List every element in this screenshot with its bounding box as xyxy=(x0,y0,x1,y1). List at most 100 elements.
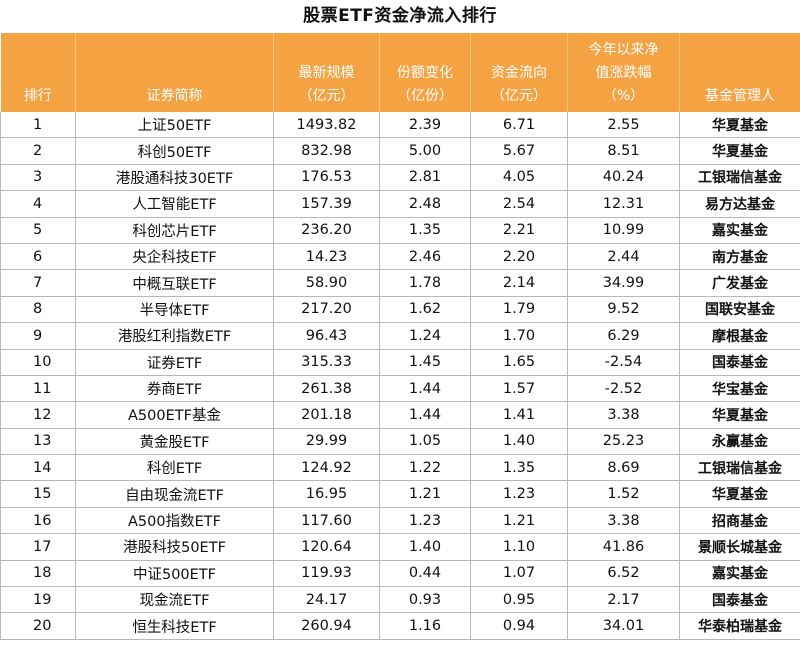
name-cell: 半导体ETF xyxy=(75,296,274,324)
name-cell: 现金流ETF xyxy=(75,586,274,614)
header-name: 证券简称 xyxy=(75,33,274,112)
manager-cell: 景顺长城基金 xyxy=(679,533,800,561)
manager-cell: 工银瑞信基金 xyxy=(679,164,800,192)
header-scale-line: （亿元） xyxy=(298,88,355,104)
header-share-change: 份额变化 （亿份） xyxy=(379,33,471,112)
share-change-cell: 1.44 xyxy=(379,401,471,429)
rank-cell: 13 xyxy=(0,428,76,456)
name-cell: A500ETF基金 xyxy=(75,401,274,429)
table-row: 2 科创50ETF 832.98 5.00 5.67 8.51 华夏基金 xyxy=(0,137,800,165)
header-ytd-return-line: 今年以来净 xyxy=(588,42,659,58)
ytd-return-cell: 41.86 xyxy=(567,533,680,561)
ytd-return-cell: 2.44 xyxy=(567,243,680,271)
header-rank: 排行 xyxy=(0,33,76,112)
rank-cell: 14 xyxy=(0,454,76,482)
header-ytd-return-line: 值涨跌幅 xyxy=(595,65,652,81)
manager-cell: 嘉实基金 xyxy=(679,560,800,588)
table-row: 19 现金流ETF 24.17 0.93 0.95 2.17 国泰基金 xyxy=(0,586,800,614)
rank-cell: 12 xyxy=(0,401,76,429)
header-ytd-return: 今年以来净 值涨跌幅 （%） xyxy=(567,33,680,112)
scale-cell: 96.43 xyxy=(273,322,380,350)
header-rank-line: 排行 xyxy=(23,88,52,104)
rank-cell: 18 xyxy=(0,560,76,588)
share-change-cell: 2.39 xyxy=(379,112,471,139)
header-fund-flow-line: （亿元） xyxy=(491,88,547,104)
table-body: 1 上证50ETF 1493.82 2.39 6.71 2.55 华夏基金 2 科创50ETF 8… xyxy=(0,112,800,640)
fund-flow-cell: 0.94 xyxy=(470,612,568,640)
share-change-cell: 1.23 xyxy=(379,507,471,535)
name-cell: 港股科技50ETF xyxy=(75,533,274,561)
name-cell: 黄金股ETF xyxy=(75,428,274,456)
fund-flow-cell: 2.20 xyxy=(470,243,568,271)
manager-cell: 嘉实基金 xyxy=(679,217,800,244)
share-change-cell: 1.21 xyxy=(379,480,471,508)
rank-cell: 6 xyxy=(0,243,76,271)
manager-cell: 华宝基金 xyxy=(679,375,800,403)
header-name-line: 证券简称 xyxy=(146,88,203,104)
name-cell: 上证50ETF xyxy=(75,112,274,139)
manager-cell: 华夏基金 xyxy=(679,401,800,429)
fund-flow-cell: 1.40 xyxy=(470,428,568,456)
rank-cell: 7 xyxy=(0,269,76,297)
manager-cell: 南方基金 xyxy=(679,243,800,271)
name-cell: 中概互联ETF xyxy=(75,269,274,297)
header-share-change-line: 份额变化 xyxy=(397,65,453,81)
scale-cell: 24.17 xyxy=(273,586,380,614)
manager-cell: 华夏基金 xyxy=(679,112,800,139)
name-cell: 科创50ETF xyxy=(75,137,274,165)
fund-flow-cell: 1.41 xyxy=(470,401,568,429)
share-change-cell: 2.46 xyxy=(379,243,471,271)
name-cell: 证券ETF xyxy=(75,349,274,376)
fund-flow-cell: 2.54 xyxy=(470,190,568,218)
table-row: 18 中证500ETF 119.93 0.44 1.07 6.52 嘉实基金 xyxy=(0,560,800,588)
fund-flow-cell: 2.21 xyxy=(470,217,568,244)
fund-flow-cell: 1.35 xyxy=(470,454,568,482)
scale-cell: 201.18 xyxy=(273,401,380,429)
fund-flow-cell: 6.71 xyxy=(470,112,568,139)
scale-cell: 261.38 xyxy=(273,375,380,403)
share-change-cell: 1.78 xyxy=(379,269,471,297)
share-change-cell: 2.48 xyxy=(379,190,471,218)
name-cell: 人工智能ETF xyxy=(75,190,274,218)
name-cell: 港股通科技30ETF xyxy=(75,164,274,192)
table-row: 11 券商ETF 261.38 1.44 1.57 -2.52 华宝基金 xyxy=(0,375,800,403)
name-cell: 自由现金流ETF xyxy=(75,480,274,508)
rank-cell: 3 xyxy=(0,164,76,192)
table-row: 14 科创ETF 124.92 1.22 1.35 8.69 工银瑞信基金 xyxy=(0,454,800,482)
rank-cell: 20 xyxy=(0,612,76,640)
share-change-cell: 1.22 xyxy=(379,454,471,482)
table-row: 6 央企科技ETF 14.23 2.46 2.20 2.44 南方基金 xyxy=(0,243,800,271)
scale-cell: 58.90 xyxy=(273,269,380,297)
ytd-return-cell: 6.52 xyxy=(567,560,680,588)
table-row: 7 中概互联ETF 58.90 1.78 2.14 34.99 广发基金 xyxy=(0,269,800,297)
manager-cell: 国泰基金 xyxy=(679,349,800,376)
scale-cell: 260.94 xyxy=(273,612,380,640)
header-fund-flow: 资金流向 （亿元） xyxy=(470,33,568,112)
table-row: 10 证券ETF 315.33 1.45 1.65 -2.54 国泰基金 xyxy=(0,349,800,376)
ytd-return-cell: 3.38 xyxy=(567,401,680,429)
ytd-return-cell: -2.54 xyxy=(567,349,680,376)
fund-flow-cell: 1.79 xyxy=(470,296,568,324)
table-row: 17 港股科技50ETF 120.64 1.40 1.10 41.86 景顺长城基金 xyxy=(0,533,800,561)
scale-cell: 119.93 xyxy=(273,560,380,588)
table-row: 13 黄金股ETF 29.99 1.05 1.40 25.23 永赢基金 xyxy=(0,428,800,456)
scale-cell: 176.53 xyxy=(273,164,380,192)
name-cell: 科创ETF xyxy=(75,454,274,482)
fund-flow-cell: 5.67 xyxy=(470,137,568,165)
table-row: 5 科创芯片ETF 236.20 1.35 2.21 10.99 嘉实基金 xyxy=(0,217,800,244)
name-cell: 科创芯片ETF xyxy=(75,217,274,244)
ytd-return-cell: 34.99 xyxy=(567,269,680,297)
etf-flow-table: 排行 证券简称 最新规模 （亿元） 份额变化 （亿份） 资金流向 （亿元） 今年以来净 值涨跌幅 （… xyxy=(0,33,800,640)
ytd-return-cell: 34.01 xyxy=(567,612,680,640)
rank-cell: 8 xyxy=(0,296,76,324)
name-cell: 中证500ETF xyxy=(75,560,274,588)
ytd-return-cell: 6.29 xyxy=(567,322,680,350)
scale-cell: 124.92 xyxy=(273,454,380,482)
share-change-cell: 0.93 xyxy=(379,586,471,614)
table-row: 3 港股通科技30ETF 176.53 2.81 4.05 40.24 工银瑞信基金 xyxy=(0,164,800,192)
rank-cell: 4 xyxy=(0,190,76,218)
fund-flow-cell: 4.05 xyxy=(470,164,568,192)
ytd-return-cell: 12.31 xyxy=(567,190,680,218)
header-fund-flow-line: 资金流向 xyxy=(491,65,547,81)
table-row: 16 A500指数ETF 117.60 1.23 1.21 3.38 招商基金 xyxy=(0,507,800,535)
